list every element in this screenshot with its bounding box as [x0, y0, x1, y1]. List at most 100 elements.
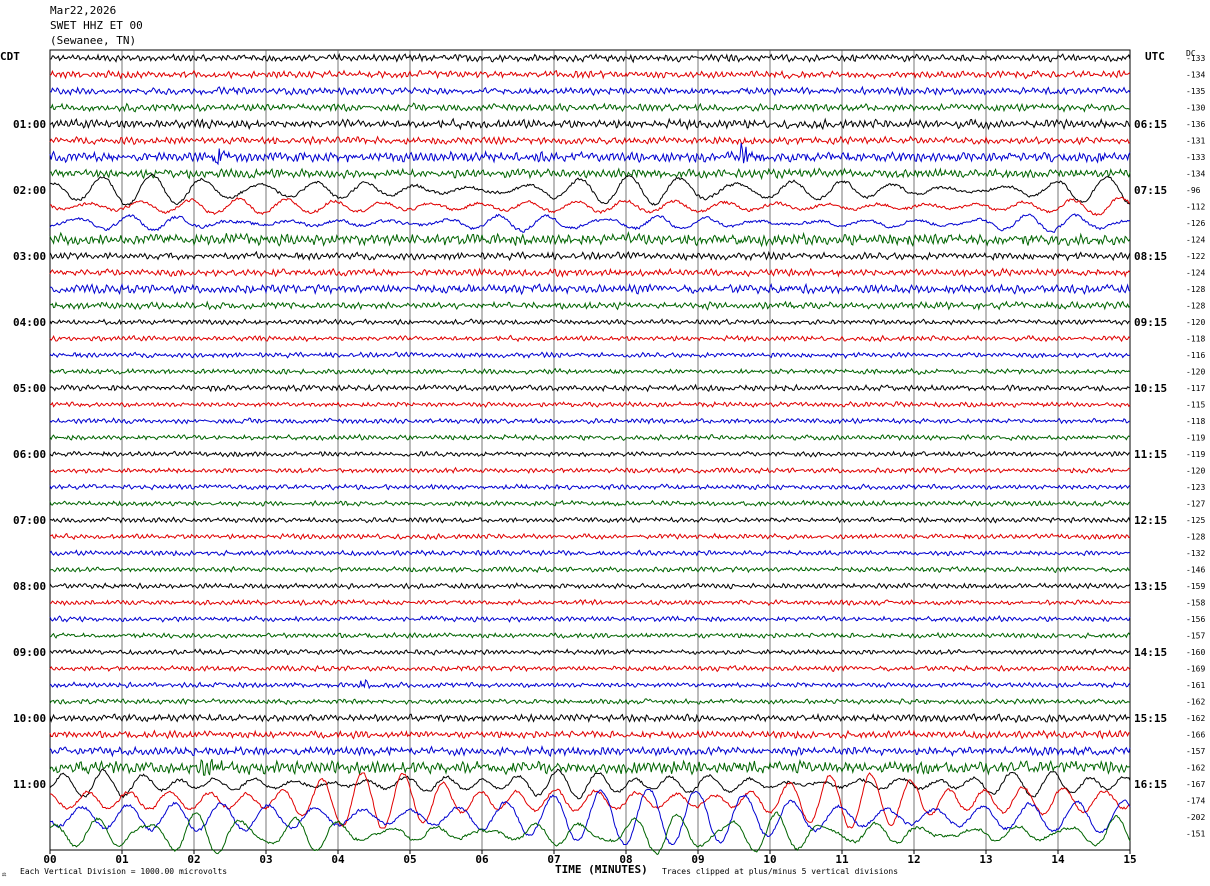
trace-row-24	[49, 450, 1131, 458]
dc-offset-label: -117	[1186, 384, 1205, 393]
cdt-hour-label: 10:00	[13, 712, 46, 725]
trace-row-23	[49, 433, 1131, 442]
dc-offset-label: -120	[1186, 318, 1205, 327]
dc-offset-label: -166	[1186, 731, 1205, 740]
x-tick-label: 02	[187, 853, 200, 866]
utc-hour-label: 09:15	[1134, 316, 1167, 329]
x-tick-label: 01	[115, 853, 129, 866]
utc-hour-label: 06:15	[1134, 118, 1167, 131]
utc-hour-label: 12:15	[1134, 514, 1167, 527]
utc-hour-label: 14:15	[1134, 646, 1167, 659]
trace-row-38	[49, 679, 1131, 690]
dc-offset-label: -159	[1186, 582, 1205, 591]
utc-hour-label: 16:15	[1134, 778, 1167, 791]
trace-row-18	[49, 351, 1131, 359]
station-location: (Sewanee, TN)	[50, 34, 137, 47]
x-tick-label: 03	[259, 853, 272, 866]
x-tick-label: 07	[547, 853, 560, 866]
trace-row-29	[49, 532, 1131, 541]
dc-offset-label: -133	[1186, 153, 1205, 162]
dc-offset-label: -112	[1186, 203, 1205, 212]
dc-offset-label: -174	[1186, 797, 1205, 806]
dc-offset-label: -135	[1186, 87, 1205, 96]
trace-row-30	[49, 549, 1131, 557]
trace-row-34	[49, 615, 1131, 623]
trace-row-6	[49, 143, 1131, 166]
dc-offset-label: -202	[1186, 813, 1205, 822]
dc-offset-label: -162	[1186, 714, 1205, 723]
cdt-hour-label: 08:00	[13, 580, 46, 593]
trace-row-25	[49, 466, 1131, 475]
x-tick-label: 06	[475, 853, 489, 866]
trace-row-0	[49, 52, 1131, 64]
trace-row-19	[49, 367, 1131, 376]
x-tick-label: 08	[619, 853, 632, 866]
cdt-hour-label: 05:00	[13, 382, 46, 395]
x-axis-title: TIME (MINUTES)	[555, 863, 648, 876]
trace-row-41	[49, 729, 1131, 740]
trace-row-10	[49, 213, 1131, 233]
trace-row-33	[49, 598, 1131, 607]
dc-offset-label: -151	[1186, 830, 1205, 839]
trace-row-32	[49, 582, 1131, 590]
trace-row-12	[49, 250, 1131, 262]
dc-offset-label: -128	[1186, 285, 1205, 294]
trace-row-15	[49, 300, 1131, 311]
trace-row-40	[49, 712, 1131, 724]
trace-row-20	[49, 383, 1131, 393]
dc-offset-label: -124	[1186, 236, 1205, 245]
dc-offset-label: -136	[1186, 120, 1205, 129]
dc-offset-label: -157	[1186, 747, 1205, 756]
cdt-hour-label: 06:00	[13, 448, 46, 461]
trace-row-21	[49, 400, 1131, 408]
dc-offset-label: -115	[1186, 401, 1205, 410]
trace-row-35	[49, 631, 1131, 640]
dc-offset-label: -167	[1186, 780, 1205, 789]
trace-row-1	[49, 69, 1131, 80]
dc-offset-label: -118	[1186, 335, 1205, 344]
dc-offset-label: -134	[1186, 71, 1205, 80]
dc-offset-label: -122	[1186, 252, 1205, 261]
trace-row-27	[49, 499, 1131, 508]
trace-row-2	[49, 85, 1131, 97]
dc-offset-label: -118	[1186, 417, 1205, 426]
trace-row-17	[49, 334, 1131, 343]
dc-offset-label: -157	[1186, 632, 1205, 641]
dc-offset-label: -132	[1186, 549, 1205, 558]
cdt-hour-label: 09:00	[13, 646, 46, 659]
utc-hour-label: 07:15	[1134, 184, 1167, 197]
trace-row-47	[49, 811, 1131, 856]
trace-row-36	[49, 648, 1131, 656]
utc-hour-label: 10:15	[1134, 382, 1167, 395]
utc-hour-label: 13:15	[1134, 580, 1167, 593]
dc-offset-label: -120	[1186, 467, 1205, 476]
station-code: SWET HHZ ET 00	[50, 19, 143, 32]
dc-offset-label: -169	[1186, 665, 1205, 674]
dc-offset-label: -125	[1186, 516, 1205, 525]
x-tick-label: 05	[403, 853, 416, 866]
x-tick-label: 12	[907, 853, 920, 866]
dc-offset-label: -128	[1186, 302, 1205, 311]
plot-border	[49, 49, 1131, 851]
cdt-hour-label: 07:00	[13, 514, 46, 527]
dc-offset-label: -161	[1186, 681, 1205, 690]
dc-offset-label: -160	[1186, 648, 1205, 657]
trace-row-7	[49, 167, 1131, 181]
dc-offset-label: -162	[1186, 764, 1205, 773]
x-tick-label: 00	[43, 853, 56, 866]
clipping-note: Traces clipped at plus/minus 5 vertical …	[662, 867, 899, 876]
dc-label: DC	[1186, 49, 1196, 58]
x-tick-label: 15	[1123, 853, 1136, 866]
scale-icon: ⚖	[2, 870, 7, 878]
trace-row-37	[49, 664, 1131, 673]
dc-offset-label: -128	[1186, 533, 1205, 542]
cdt-hour-label: 04:00	[13, 316, 46, 329]
trace-row-13	[49, 267, 1131, 278]
dc-offset-label: -131	[1186, 137, 1205, 146]
trace-row-44	[49, 768, 1131, 800]
trace-row-26	[49, 483, 1131, 491]
trace-row-16	[49, 318, 1131, 326]
trace-row-8	[50, 173, 1131, 206]
trace-row-9	[50, 196, 1131, 217]
